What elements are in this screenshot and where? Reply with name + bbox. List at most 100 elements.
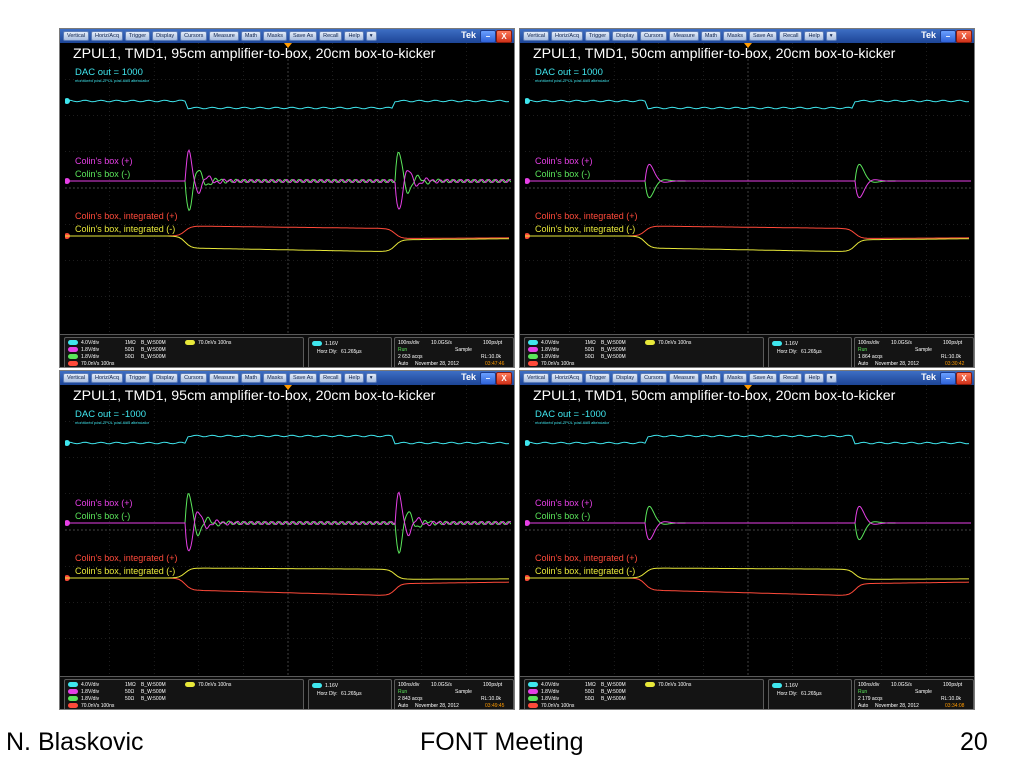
waveform-display[interactable]: ZPUL1, TMD1, 50cm amplifier-to-box, 20cm… [525, 385, 971, 675]
waveform-display[interactable]: ZPUL1, TMD1, 50cm amplifier-to-box, 20cm… [525, 43, 971, 333]
menu-masks[interactable]: Masks [723, 31, 747, 41]
trigger-settings[interactable]: 1.16V Horz Dly: 61.265µs [308, 337, 392, 367]
close-button[interactable]: X [956, 30, 972, 43]
menu-masks[interactable]: Masks [263, 31, 287, 41]
minimize-button[interactable]: – [940, 30, 956, 43]
menu-measure[interactable]: Measure [669, 31, 699, 41]
trigger-level: 1.16V [785, 683, 799, 689]
acq-time: 03:49:45 [485, 703, 505, 709]
menu-trigger[interactable]: Trigger [584, 31, 611, 41]
acquisition-settings[interactable]: 100ns/div 10.0GS/s 100ps/pt Run Sample 2… [394, 337, 514, 367]
menu-more[interactable]: ▾ [365, 31, 377, 41]
menu-display[interactable]: Display [152, 31, 179, 41]
scope-title: ZPUL1, TMD1, 50cm amplifier-to-box, 20cm… [533, 388, 896, 404]
menu-more[interactable]: ▾ [365, 373, 377, 383]
close-button[interactable]: X [496, 372, 512, 385]
acquisition-settings[interactable]: 100ns/div 10.0GS/s 100ps/pt Run Sample 2… [854, 679, 974, 709]
menu-recall[interactable]: Recall [319, 31, 343, 41]
ch1-bandwidth: B_W:500M [601, 682, 626, 688]
menu-more[interactable]: ▾ [825, 31, 837, 41]
menu-save-as[interactable]: Save As [748, 31, 778, 41]
menu-vertical[interactable]: Vertical [523, 31, 550, 41]
ch2-scale: 1.8V/div [81, 689, 100, 695]
menu-trigger[interactable]: Trigger [124, 373, 151, 383]
close-button[interactable]: X [956, 372, 972, 385]
ch2-bandwidth: B_W:500M [141, 347, 166, 353]
menu-more[interactable]: ▾ [825, 373, 837, 383]
menu-display[interactable]: Display [612, 373, 639, 383]
menu-recall[interactable]: Recall [779, 31, 803, 41]
menu-help[interactable]: Help [344, 373, 364, 383]
ch1-ground-marker [65, 98, 70, 104]
menu-cursors[interactable]: Cursors [640, 31, 668, 41]
minimize-button[interactable]: – [480, 30, 496, 43]
channel-settings[interactable]: 4.0V/div 1.8V/div 1.8V/div 70.0nVs 100ns… [524, 337, 764, 367]
menu-measure[interactable]: Measure [209, 373, 239, 383]
menu-save-as[interactable]: Save As [288, 31, 318, 41]
menu-math[interactable]: Math [700, 373, 722, 383]
trigger-source: 1.16V [772, 683, 798, 689]
menu-horiz-acq[interactable]: Horiz/Acq [551, 31, 583, 41]
menu-display[interactable]: Display [612, 31, 639, 41]
menu-help[interactable]: Help [804, 31, 824, 41]
menu-math[interactable]: Math [240, 31, 262, 41]
menu-help[interactable]: Help [804, 373, 824, 383]
ch1-bandwidth: B_W:500M [141, 682, 166, 688]
menu-masks[interactable]: Masks [263, 373, 287, 383]
trigger-mode: Auto [398, 361, 409, 367]
channel-settings[interactable]: 4.0V/div 1.8V/div 1.8V/div 70.0nVs 100ns… [524, 679, 764, 709]
trigger-settings[interactable]: 1.16V Horz Dly: 61.265µs [768, 337, 852, 367]
acq-mode: Sample [915, 347, 932, 353]
menu-vertical[interactable]: Vertical [523, 373, 550, 383]
close-button[interactable]: X [496, 30, 512, 43]
channel-settings[interactable]: 4.0V/div 1.8V/div 1.8V/div 70.0nVs 100ns… [64, 679, 304, 709]
waveform-display[interactable]: ZPUL1, TMD1, 95cm amplifier-to-box, 20cm… [65, 43, 511, 333]
ch2-badge [68, 689, 78, 695]
ch2-impedance: 50Ω [125, 347, 135, 353]
minimize-button[interactable]: – [940, 372, 956, 385]
ch3-bandwidth: B_W:500M [141, 354, 166, 360]
menu-math[interactable]: Math [240, 373, 262, 383]
scope-screenshot-4: Vertical Horiz/Acq Trigger Display Curso… [519, 370, 975, 710]
menu-measure[interactable]: Measure [209, 31, 239, 41]
menu-cursors[interactable]: Cursors [180, 31, 208, 41]
menu-cursors[interactable]: Cursors [180, 373, 208, 383]
channel-settings[interactable]: 4.0V/div 1.8V/div 1.8V/div 70.0nVs 100ns… [64, 337, 304, 367]
acquisition-settings[interactable]: 100ns/div 10.0GS/s 100ps/pt Run Sample 1… [854, 337, 974, 367]
ch3-scale: 1.8V/div [81, 354, 100, 360]
ch3-badge [68, 696, 78, 702]
menu-save-as[interactable]: Save As [748, 373, 778, 383]
menu-display[interactable]: Display [152, 373, 179, 383]
menu-save-as[interactable]: Save As [288, 373, 318, 383]
trigger-settings[interactable]: 1.16V Horz Dly: 61.265µs [768, 679, 852, 709]
ch1-impedance: 1MΩ [585, 682, 596, 688]
menu-vertical[interactable]: Vertical [63, 31, 90, 41]
acq-mode: Sample [455, 347, 472, 353]
menu-trigger[interactable]: Trigger [584, 373, 611, 383]
trace-colins-box-plus [525, 505, 971, 541]
sample-rate: 10.0GS/s [431, 340, 452, 346]
math-scale: 70.0nVs 100ns [541, 703, 575, 709]
menu-horiz-acq[interactable]: Horiz/Acq [91, 373, 123, 383]
menu-vertical[interactable]: Vertical [63, 373, 90, 383]
acq-time: 03:34:08 [945, 703, 965, 709]
minimize-button[interactable]: – [480, 372, 496, 385]
menu-horiz-acq[interactable]: Horiz/Acq [91, 31, 123, 41]
trigger-settings[interactable]: 1.16V Horz Dly: 61.265µs [308, 679, 392, 709]
menu-math[interactable]: Math [700, 31, 722, 41]
menu-measure[interactable]: Measure [669, 373, 699, 383]
menu-recall[interactable]: Recall [319, 373, 343, 383]
menu-recall[interactable]: Recall [779, 373, 803, 383]
menu-masks[interactable]: Masks [723, 373, 747, 383]
label-colins-box-minus: Colin's box (-) [75, 511, 131, 521]
ch2-impedance: 50Ω [585, 347, 595, 353]
footer-meeting: FONT Meeting [420, 728, 584, 756]
menu-trigger[interactable]: Trigger [124, 31, 151, 41]
menu-horiz-acq[interactable]: Horiz/Acq [551, 373, 583, 383]
waveform-display[interactable]: ZPUL1, TMD1, 95cm amplifier-to-box, 20cm… [65, 385, 511, 675]
footer-page-number: 20 [960, 728, 988, 756]
menu-cursors[interactable]: Cursors [640, 373, 668, 383]
menu-help[interactable]: Help [344, 31, 364, 41]
menu-bar: Vertical Horiz/Acq Trigger Display Curso… [60, 371, 514, 385]
acquisition-settings[interactable]: 100ns/div 10.0GS/s 100ps/pt Run Sample 2… [394, 679, 514, 709]
